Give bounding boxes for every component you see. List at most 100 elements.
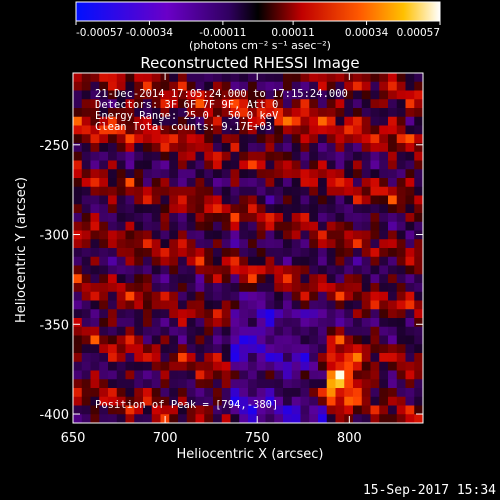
heatmap-cell — [81, 160, 91, 170]
heatmap-cell — [379, 388, 389, 398]
heatmap-cell — [143, 204, 153, 214]
heatmap-cell — [239, 274, 249, 284]
heatmap-cell — [160, 361, 170, 371]
heatmap-cell — [361, 239, 371, 249]
heatmap-cell — [335, 230, 345, 240]
heatmap-cell — [90, 326, 100, 336]
heatmap-cell — [230, 283, 240, 293]
heatmap-cell — [90, 151, 100, 161]
heatmap-cell — [396, 414, 406, 423]
heatmap-cell — [326, 283, 336, 293]
heatmap-cell — [160, 143, 170, 153]
heatmap-cell — [405, 125, 415, 135]
heatmap-cell — [248, 186, 258, 196]
heatmap-cell — [405, 326, 415, 336]
heatmap-cell — [256, 344, 266, 354]
heatmap-cell — [195, 186, 205, 196]
heatmap-cell — [134, 344, 144, 354]
heatmap-cell — [335, 300, 345, 310]
heatmap-cell — [283, 335, 293, 345]
heatmap-cell — [134, 318, 144, 328]
heatmap-cell — [335, 169, 345, 179]
heatmap-cell — [178, 151, 188, 161]
heatmap-cell — [335, 239, 345, 249]
heatmap-cell — [178, 221, 188, 231]
heatmap-cell — [195, 99, 205, 109]
heatmap-cell — [143, 160, 153, 170]
heatmap-cell — [318, 151, 328, 161]
heatmap-cell — [361, 318, 371, 328]
colorbar: -0.00057 -0.00034 -0.00011 0.00011 0.00034 0.… — [75, 1, 441, 52]
heatmap-cell — [256, 414, 266, 423]
heatmap-cell — [195, 283, 205, 293]
heatmap-cell — [116, 414, 126, 423]
heatmap-cell — [256, 396, 266, 406]
heatmap-cell — [379, 221, 389, 231]
heatmap-cell — [160, 283, 170, 293]
heatmap-cell — [213, 213, 223, 223]
heatmap-cell — [353, 239, 363, 249]
heatmap-cell — [195, 414, 205, 423]
heatmap-cell — [134, 99, 144, 109]
heatmap-cell — [265, 116, 275, 126]
heatmap-cell — [125, 186, 135, 196]
heatmap-cell — [300, 151, 310, 161]
heatmap-cell — [326, 335, 336, 345]
heatmap-cell — [151, 379, 161, 389]
heatmap-cell — [99, 326, 109, 336]
heatmap-cell — [108, 248, 118, 258]
heatmap-cell — [99, 73, 109, 83]
heatmap-cells — [73, 73, 423, 423]
heatmap-cell — [116, 90, 126, 100]
heatmap-cell — [344, 81, 354, 91]
heatmap-cell — [283, 370, 293, 380]
heatmap-cell — [99, 221, 109, 231]
y-tick-label: -250 — [39, 139, 69, 154]
heatmap-cell — [108, 379, 118, 389]
heatmap-cell — [300, 125, 310, 135]
heatmap-cell — [160, 169, 170, 179]
heatmap-cell — [265, 186, 275, 196]
heatmap-cell — [99, 134, 109, 144]
heatmap-cell — [318, 186, 328, 196]
heatmap-cell — [116, 99, 126, 109]
heatmap-cell — [405, 256, 415, 266]
heatmap-cell — [370, 213, 380, 223]
heatmap-cell — [353, 388, 363, 398]
heatmap-cell — [283, 213, 293, 223]
heatmap-cell — [256, 239, 266, 249]
heatmap-cell — [318, 116, 328, 126]
heatmap-cell — [309, 178, 319, 188]
heatmap-cell — [178, 379, 188, 389]
heatmap-cell — [309, 370, 319, 380]
heatmap-cell — [151, 388, 161, 398]
heatmap-cell — [353, 99, 363, 109]
heatmap-cell — [239, 213, 249, 223]
heatmap-cell — [151, 274, 161, 284]
heatmap-cell — [213, 178, 223, 188]
heatmap-cell — [370, 388, 380, 398]
heatmap-cell — [134, 195, 144, 205]
heatmap-cell — [344, 221, 354, 231]
heatmap-cell — [379, 405, 389, 415]
heatmap-cell — [326, 213, 336, 223]
heatmap-cell — [335, 335, 345, 345]
heatmap-cell — [283, 379, 293, 389]
heatmap-cell — [396, 291, 406, 301]
heatmap-cell — [81, 326, 91, 336]
heatmap-cell — [186, 300, 196, 310]
heatmap-cell — [291, 195, 301, 205]
heatmap-cell — [256, 195, 266, 205]
heatmap-cell — [318, 213, 328, 223]
heatmap-cell — [81, 300, 91, 310]
heatmap-cell — [169, 134, 179, 144]
heatmap-cell — [90, 204, 100, 214]
heatmap-cell — [248, 239, 258, 249]
heatmap-cell — [230, 143, 240, 153]
heatmap-cell — [361, 256, 371, 266]
heatmap-cell — [169, 108, 179, 118]
heatmap-cell — [169, 388, 179, 398]
heatmap-cell — [99, 283, 109, 293]
colorbar-frame — [75, 1, 441, 22]
heatmap-cell — [73, 125, 83, 135]
